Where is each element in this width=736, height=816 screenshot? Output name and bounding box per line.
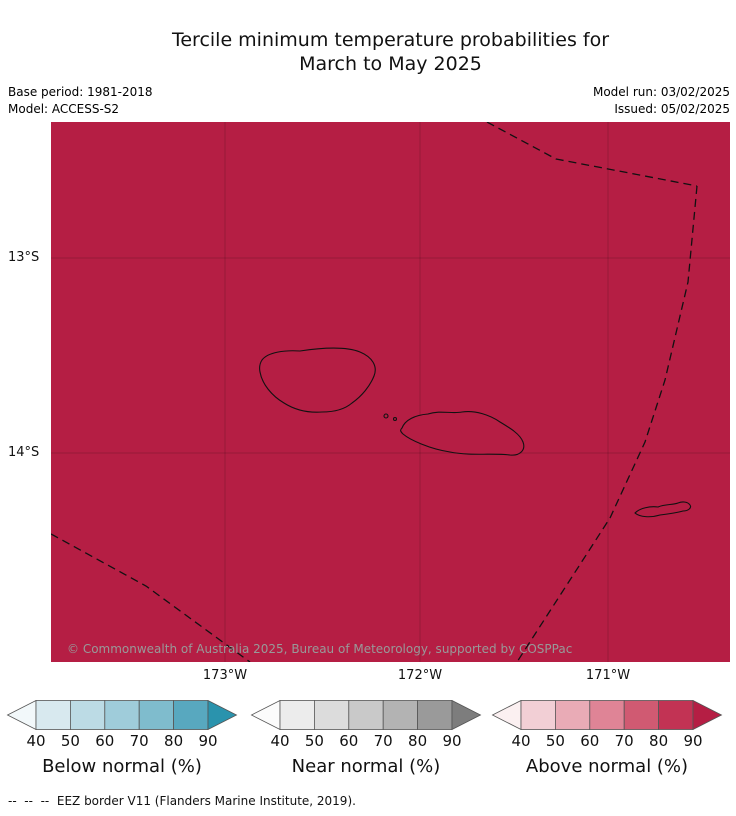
island-upolu [400,411,525,456]
colorbar-segment [70,700,106,730]
colorbar-segment [589,700,625,730]
colorbar-tick-label: 70 [129,732,149,750]
colorbar-tick-label: 90 [442,732,462,750]
eez-border-top-right [486,121,698,187]
colorbar-ticks-below-normal: 40 50 60 70 80 90 [6,732,238,754]
colorbar-segment [658,700,694,730]
legend-below-normal: 40 50 60 70 80 90 Below normal (%) [6,700,238,777]
colorbar-tick-label: 40 [270,732,290,750]
colorbar-segment [417,700,453,730]
graticule-gridlines [51,122,730,662]
colorbar-tick-label: 40 [511,732,531,750]
lat-label-13s: 13°S [8,250,40,265]
meta-left: Base period: 1981-2018 Model: ACCESS-S2 [8,84,153,118]
colorbar-tick-label: 70 [373,732,393,750]
page-title: Tercile minimum temperature probabilitie… [51,28,730,76]
colorbar-tick-label: 80 [408,732,428,750]
lon-label-171w: 171°W [585,668,631,683]
colorbar-tick-label: 60 [95,732,115,750]
colorbar-ticks-near-normal: 40 50 60 70 80 90 [250,732,482,754]
colorbar-left-arrow [6,700,37,730]
colorbar-right-arrow [692,700,723,730]
colorbar-segment [520,700,556,730]
colorbar-tick-label: 50 [545,732,565,750]
probability-map: © Commonwealth of Australia 2025, Bureau… [50,121,730,663]
title-line-2: March to May 2025 [299,53,482,75]
legend-title-below-normal: Below normal (%) [42,756,202,777]
island-apolima [392,416,398,422]
colorbar-segment [173,700,209,730]
colorbar-segment [279,700,315,730]
colorbar-segment [623,700,659,730]
colorbar-right-arrow [451,700,482,730]
lon-label-172w: 172°W [397,668,443,683]
eez-border-right [516,185,698,663]
meta-right: Model run: 03/02/2025 Issued: 05/02/2025 [593,84,730,118]
colorbar-segment [348,700,384,730]
map-canvas [50,121,730,663]
legend-above-normal: 40 50 60 70 80 90 Above normal (%) [491,700,723,777]
colorbar-left-arrow [491,700,522,730]
colorbar-tick-label: 60 [339,732,359,750]
colorbar-tick-label: 50 [60,732,80,750]
lon-label-173w: 173°W [202,668,248,683]
issued-label: Issued: 05/02/2025 [614,102,730,116]
eez-footnote: -- -- -- EEZ border V11 (Flanders Marine… [8,794,356,808]
colorbar-tick-label: 60 [580,732,600,750]
colorbar-tick-label: 70 [614,732,634,750]
model-run-label: Model run: 03/02/2025 [592,85,730,99]
eez-border-lines [50,121,698,663]
colorbar-tick-label: 90 [683,732,703,750]
colorbar-segment [555,700,591,730]
colorbar-segment [35,700,71,730]
legend-near-normal: 40 50 60 70 80 90 Near normal (%) [250,700,482,777]
colorbar-tick-label: 80 [649,732,669,750]
copyright-text: © Commonwealth of Australia 2025, Bureau… [67,642,573,656]
colorbar-left-arrow [250,700,281,730]
colorbar-tick-label: 90 [198,732,218,750]
colorbar-segment [382,700,418,730]
eez-border-bottom-left [50,533,251,663]
island-tutuila [634,501,692,518]
island-coastlines [259,347,692,518]
colorbar-right-arrow [207,700,238,730]
legend-title-above-normal: Above normal (%) [525,756,689,777]
colorbar-above-normal [491,700,723,730]
colorbar-segment [314,700,350,730]
colorbar-below-normal [6,700,238,730]
title-line-1: Tercile minimum temperature probabilitie… [171,29,610,51]
colorbar-tick-label: 80 [164,732,184,750]
colorbar-tick-label: 40 [26,732,46,750]
colorbar-segment [138,700,174,730]
colorbar-ticks-above-normal: 40 50 60 70 80 90 [491,732,723,754]
lat-label-14s: 14°S [8,445,40,460]
colorbar-tick-label: 50 [304,732,324,750]
base-period-label: Base period: 1981-2018 [8,85,153,99]
legend-title-near-normal: Near normal (%) [291,756,441,777]
island-manono [383,413,389,419]
colorbar-near-normal [250,700,482,730]
island-savaii [259,347,376,413]
colorbar-segment [104,700,140,730]
map-background [51,122,730,662]
model-label: Model: ACCESS-S2 [8,102,120,116]
